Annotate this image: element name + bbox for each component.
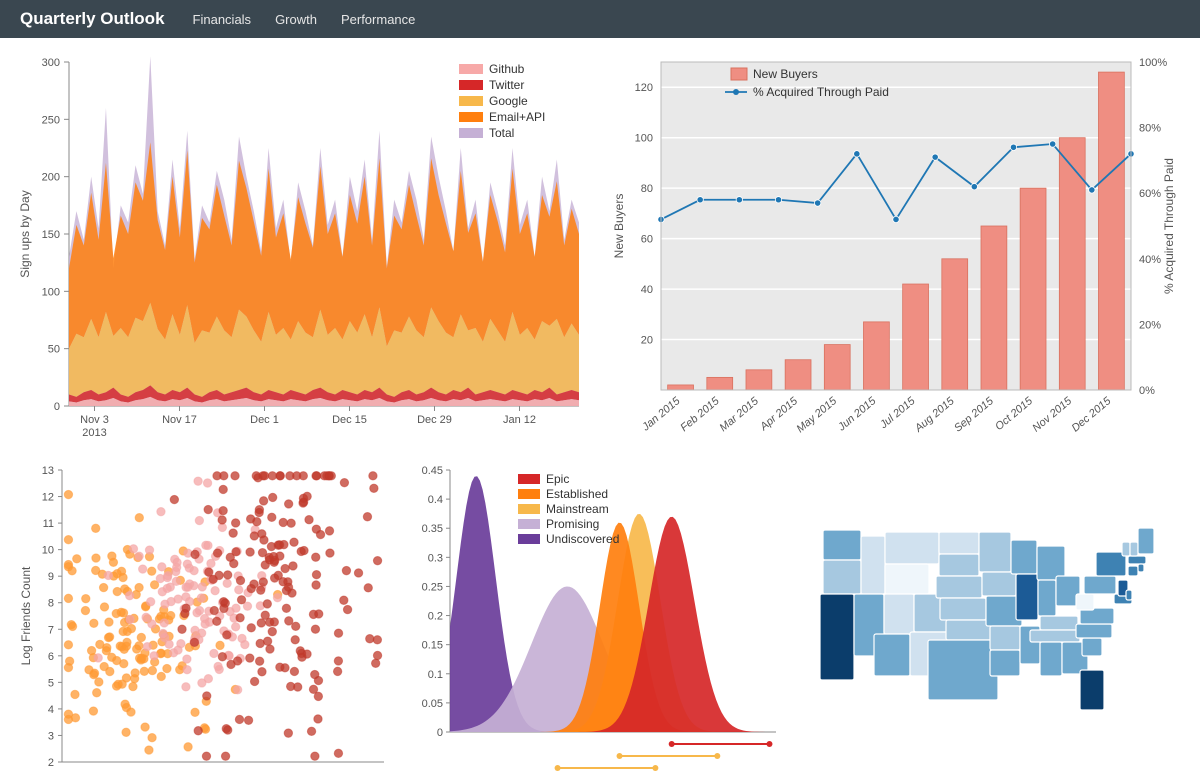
svg-text:40: 40 (641, 284, 653, 296)
svg-text:Feb 2015: Feb 2015 (678, 395, 722, 435)
svg-text:Log Friends Count: Log Friends Count (19, 566, 33, 665)
svg-text:12: 12 (42, 492, 54, 504)
nav-link-performance[interactable]: Performance (341, 12, 415, 27)
svg-text:250: 250 (42, 114, 60, 126)
svg-text:300: 300 (42, 57, 60, 69)
svg-text:Undiscovered: Undiscovered (546, 532, 619, 546)
svg-text:0.2: 0.2 (428, 611, 443, 623)
svg-text:80: 80 (641, 183, 653, 195)
svg-text:Aug 2015: Aug 2015 (912, 395, 957, 436)
svg-text:80%: 80% (1139, 123, 1161, 135)
svg-text:Established: Established (546, 487, 608, 501)
svg-text:0.05: 0.05 (422, 698, 443, 710)
svg-text:7: 7 (48, 624, 54, 636)
svg-text:3: 3 (48, 730, 54, 742)
svg-text:Email+API: Email+API (489, 110, 545, 124)
svg-text:0.45: 0.45 (422, 465, 443, 477)
svg-text:11: 11 (43, 518, 54, 530)
svg-text:0: 0 (437, 727, 443, 739)
svg-text:100: 100 (42, 286, 60, 298)
svg-text:May 2015: May 2015 (794, 395, 839, 436)
svg-text:13: 13 (42, 465, 54, 477)
svg-text:Twitter: Twitter (489, 78, 524, 92)
svg-text:New Buyers: New Buyers (612, 194, 626, 259)
svg-text:Sign ups by Day: Sign ups by Day (18, 190, 32, 277)
svg-text:50: 50 (48, 344, 60, 356)
svg-text:Dec 2015: Dec 2015 (1070, 395, 1114, 435)
svg-text:2: 2 (48, 757, 54, 769)
svg-text:10: 10 (42, 545, 54, 557)
svg-text:2013: 2013 (82, 427, 106, 439)
svg-text:120: 120 (635, 82, 653, 94)
svg-text:Jul 2015: Jul 2015 (877, 395, 918, 432)
signups-chart: 0 50 100 150 200 250 300 Nov 32013 Nov 17 Dec 1 De… (14, 50, 594, 450)
svg-text:Mainstream: Mainstream (546, 502, 609, 516)
svg-text:20%: 20% (1139, 319, 1161, 331)
density-chart: 0 0.05 0.1 0.15 0.2 0.25 0.3 0.35 0.4 0.45 EpicEst… (406, 462, 786, 782)
svg-text:0%: 0% (1139, 385, 1155, 397)
svg-text:Oct 2015: Oct 2015 (993, 395, 1036, 433)
svg-text:20: 20 (641, 335, 653, 347)
svg-text:Apr 2015: Apr 2015 (757, 395, 800, 434)
svg-text:Jun 2015: Jun 2015 (835, 395, 879, 434)
svg-text:Mar 2015: Mar 2015 (718, 395, 762, 435)
us-map (798, 462, 1178, 782)
svg-text:60%: 60% (1139, 188, 1161, 200)
svg-text:% Acquired Through Paid: % Acquired Through Paid (1162, 158, 1176, 294)
svg-text:Github: Github (489, 62, 525, 76)
svg-text:5: 5 (48, 677, 54, 689)
nav-link-growth[interactable]: Growth (275, 12, 317, 27)
svg-text:Sep 2015: Sep 2015 (952, 395, 996, 435)
svg-text:New Buyers: New Buyers (753, 67, 818, 81)
svg-text:9: 9 (48, 571, 54, 583)
svg-text:200: 200 (42, 172, 60, 184)
svg-text:Google: Google (489, 94, 528, 108)
svg-text:60: 60 (641, 234, 653, 246)
svg-text:0.1: 0.1 (428, 669, 443, 681)
navbar: Quarterly Outlook Financials Growth Perf… (0, 0, 1200, 38)
svg-text:0.4: 0.4 (428, 494, 443, 506)
svg-text:150: 150 (42, 229, 60, 241)
svg-text:Epic: Epic (546, 472, 569, 486)
svg-text:8: 8 (48, 598, 54, 610)
svg-text:40%: 40% (1139, 254, 1161, 266)
svg-text:0.15: 0.15 (422, 640, 443, 652)
svg-text:Jan 12: Jan 12 (503, 414, 536, 426)
svg-text:Dec 29: Dec 29 (417, 414, 452, 426)
svg-text:Dec 1: Dec 1 (250, 414, 279, 426)
svg-text:Jan 2015: Jan 2015 (639, 395, 683, 434)
svg-text:Promising: Promising (546, 517, 599, 531)
svg-text:6: 6 (48, 651, 54, 663)
svg-text:4: 4 (48, 704, 54, 716)
svg-text:0.35: 0.35 (422, 523, 443, 535)
svg-text:100: 100 (635, 133, 653, 145)
svg-text:Dec 15: Dec 15 (332, 414, 367, 426)
svg-text:Total: Total (489, 126, 514, 140)
svg-text:0: 0 (54, 401, 60, 413)
buyers-chart: 20 40 60 80 100 120 0% 20% 40% 60% 80% 100% Jan 2015… (606, 50, 1186, 450)
svg-text:0.3: 0.3 (428, 552, 443, 564)
svg-text:% Acquired Through Paid: % Acquired Through Paid (753, 85, 889, 99)
nav-link-financials[interactable]: Financials (193, 12, 252, 27)
brand-title: Quarterly Outlook (20, 9, 165, 29)
svg-text:0.25: 0.25 (422, 581, 443, 593)
svg-text:100%: 100% (1139, 57, 1167, 69)
svg-text:Nov 3: Nov 3 (80, 414, 109, 426)
scatter-chart: 2 3 4 5 6 7 8 9 10 11 12 13 Log Friends Count (14, 462, 394, 782)
svg-text:Nov 2015: Nov 2015 (1030, 395, 1074, 435)
svg-text:Nov 17: Nov 17 (162, 414, 197, 426)
